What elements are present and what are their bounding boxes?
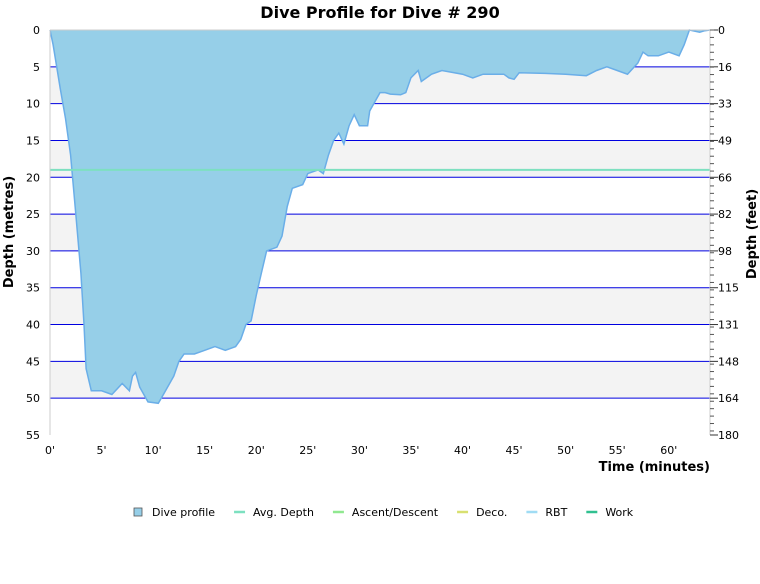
y2-tick-label: 180 — [718, 429, 739, 442]
y-tick-label: 55 — [26, 429, 40, 442]
legend-label: Dive profile — [152, 506, 215, 519]
y-tick-label: 0 — [33, 24, 40, 37]
x-tick-label: 10' — [145, 444, 162, 457]
y2-tick-label: 66 — [718, 171, 732, 184]
y2-tick-label: 16 — [718, 61, 732, 74]
y2-tick-label: 148 — [718, 355, 739, 368]
dive-profile-area — [50, 30, 710, 404]
y-tick-label: 40 — [26, 319, 40, 332]
y-tick-label: 15 — [26, 134, 40, 147]
y2-tick-label: 98 — [718, 245, 732, 258]
x-axis-label: Time (minutes) — [599, 460, 710, 475]
legend-label: Avg. Depth — [253, 506, 314, 519]
legend-label: Work — [605, 506, 633, 519]
x-tick-label: 25' — [299, 444, 316, 457]
y-tick-label: 45 — [26, 355, 40, 368]
x-tick-label: 15' — [196, 444, 213, 457]
chart-title: Dive Profile for Dive # 290 — [260, 3, 499, 22]
legend-label: Deco. — [476, 506, 507, 519]
y-tick-label: 10 — [26, 98, 40, 111]
y-tick-label: 35 — [26, 282, 40, 295]
y-tick-label: 50 — [26, 392, 40, 405]
y2-tick-label: 131 — [718, 319, 739, 332]
y2-axis-label: Depth (feet) — [745, 189, 760, 279]
x-tick-label: 60' — [660, 444, 677, 457]
y-tick-label: 25 — [26, 208, 40, 221]
y2-tick-label: 33 — [718, 98, 732, 111]
x-tick-label: 5' — [97, 444, 107, 457]
y2-tick-label: 164 — [718, 392, 739, 405]
x-tick-label: 40' — [454, 444, 471, 457]
x-tick-label: 20' — [248, 444, 265, 457]
y-axis-label: Depth (metres) — [2, 176, 17, 288]
y2-tick-label: 0 — [718, 24, 725, 37]
x-tick-label: 30' — [351, 444, 368, 457]
legend-label: RBT — [545, 506, 567, 519]
y-tick-label: 30 — [26, 245, 40, 258]
x-tick-label: 55' — [609, 444, 626, 457]
y2-tick-label: 49 — [718, 134, 732, 147]
x-tick-label: 0' — [45, 444, 55, 457]
legend-swatch-dive-profile — [133, 507, 143, 517]
legend-label: Ascent/Descent — [352, 506, 439, 519]
y-tick-label: 20 — [26, 171, 40, 184]
y-tick-label: 5 — [33, 61, 40, 74]
y2-tick-label: 115 — [718, 282, 739, 295]
x-tick-label: 50' — [557, 444, 574, 457]
dive-profile-line — [49, 29, 711, 405]
x-tick-label: 35' — [402, 444, 419, 457]
x-tick-label: 45' — [506, 444, 523, 457]
y2-tick-label: 82 — [718, 208, 732, 221]
